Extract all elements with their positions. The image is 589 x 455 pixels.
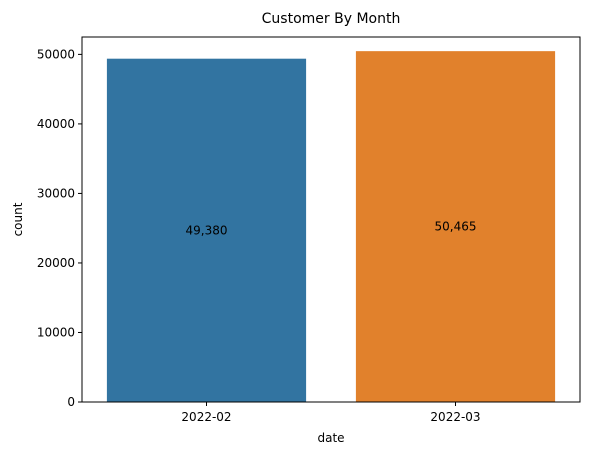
y-tick-label: 10000: [37, 325, 75, 339]
y-axis-label: count: [11, 202, 25, 236]
x-tick-label: 2022-02: [181, 410, 231, 424]
x-axis-label: date: [317, 431, 344, 445]
y-tick-label: 30000: [37, 186, 75, 200]
bars-group: [106, 51, 556, 402]
y-tick-label: 50000: [37, 47, 75, 61]
chart-title: Customer By Month: [262, 11, 401, 27]
bar-labels-group: 49,380 50,465: [186, 220, 477, 238]
bar-2022-03: [355, 51, 556, 402]
bar-value-label: 49,380: [186, 223, 228, 237]
plot-frame: [81, 36, 581, 403]
bar-2022-02: [106, 58, 307, 402]
x-axis-ticks: 2022-02 2022-03: [181, 402, 481, 424]
y-tick-label: 40000: [37, 117, 75, 131]
y-tick-label: 20000: [37, 256, 75, 270]
y-tick-label: 0: [67, 395, 75, 409]
bar-value-label: 50,465: [435, 220, 477, 234]
y-axis-ticks: 0 10000 20000 30000 40000 50000: [37, 47, 82, 409]
x-tick-label: 2022-03: [430, 410, 480, 424]
